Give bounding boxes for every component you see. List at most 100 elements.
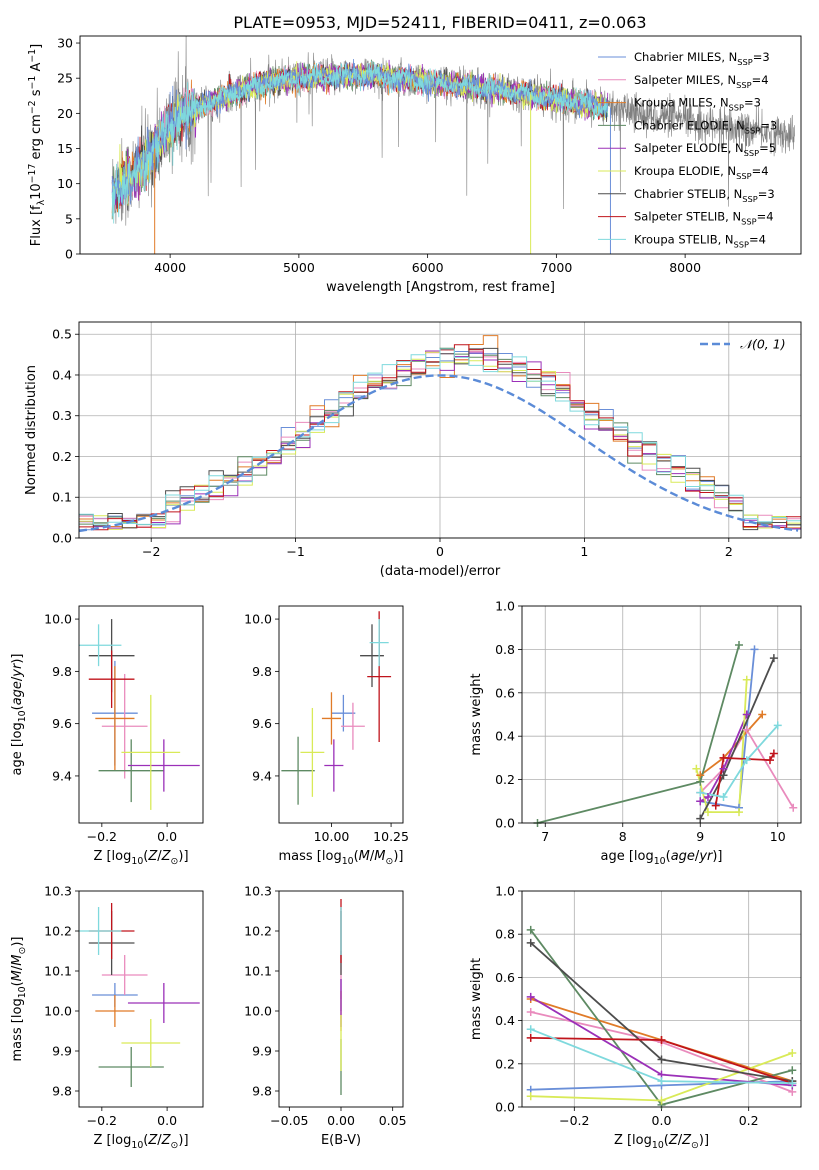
mass_vs_ebv-xtick-label: −0.05 <box>270 1113 308 1128</box>
weight_vs_Z-marker-3-0 <box>526 925 535 934</box>
age_vs_Z-ylabel-part: age <box>10 681 25 705</box>
weight_vs_age-xlabel-part: )] <box>712 849 722 864</box>
mass_vs_Z-xlabel-part: Z <box>161 1133 172 1148</box>
residuals-ytick-label: 0.3 <box>52 408 72 423</box>
age_vs_Z-xlabel-part: Z <box>147 849 158 864</box>
residuals-frame <box>78 321 802 539</box>
spectrum-frame <box>79 35 802 255</box>
weight_vs_age-marker-5-0 <box>692 764 701 773</box>
spectrum-ytick-label: 10 <box>57 176 73 191</box>
spectrum-xtick-label: 4000 <box>154 260 186 275</box>
legend-entry-6-part: SSP <box>742 194 757 204</box>
weight_vs_age-marker-3-2 <box>735 641 743 650</box>
age_vs_mass-xlabel: mass [log10​(M/M⊙​)] <box>279 849 404 867</box>
spectrum-xtick-label: 7000 <box>540 260 572 275</box>
weight_vs_age-xlabel-part: age <box>671 849 695 864</box>
age_vs_Z-xlabel-part: / <box>157 849 162 864</box>
weight_vs_Z-xlabel-part: )] <box>699 1133 709 1148</box>
weight_vs_age-series-line-8 <box>700 724 779 798</box>
weight_vs_Z-xlabel-part: ⊙ <box>691 1140 699 1151</box>
weight_vs_Z-ylabel-part: mass weight <box>469 958 484 1040</box>
normal-curve-line <box>79 374 799 533</box>
legend-entry-7: Salpeter STELIB, NSSP​=4 <box>634 210 774 227</box>
age_vs_mass-ytick-label: 9.8 <box>252 664 272 679</box>
legend-entry-0: Chabrier MILES, NSSP​=3 <box>634 50 770 67</box>
legend-entry-0-part: Chabrier MILES, N <box>634 50 737 64</box>
legend-entry-8-part: SSP <box>734 239 749 249</box>
weight_vs_Z-xlabel-part: Z <box>681 1133 692 1148</box>
residuals-xtick-label: −2 <box>142 544 160 559</box>
weight_vs_age-ylabel-part: mass weight <box>469 673 484 755</box>
legend-entry-2-part: =3 <box>744 96 761 110</box>
residuals-xtick-label: 1 <box>580 544 588 559</box>
mass_vs_Z-ytick-label: 10.3 <box>44 884 72 899</box>
legend-entry-3-part: SSP <box>745 125 760 135</box>
weight_vs_age-xtick-label: 7 <box>541 829 549 844</box>
weight_vs_age-xlabel-part: age [log <box>600 849 653 864</box>
weight_vs_Z-xlabel-part: ( <box>664 1133 669 1148</box>
weight_vs_age-marker-4-0 <box>696 797 705 806</box>
spectrum-ytick-label: 25 <box>57 71 73 86</box>
spectrum-ytick-label: 20 <box>57 106 73 121</box>
weight_vs_Z-xlabel-part: / <box>678 1133 683 1148</box>
legend-entry-4-part: Salpeter ELODIE, N <box>634 141 744 155</box>
age_vs_Z-xlabel-part: Z [log <box>93 849 131 864</box>
weight_vs_age-xlabel-part: yr <box>698 849 714 864</box>
mass_vs_Z-ylabel-part: ⊙ <box>17 947 28 955</box>
age_vs_Z-ylabel: age [log10​(age/yr)] <box>10 653 28 775</box>
mass_vs_Z-ylabel-part: mass [log <box>10 998 25 1061</box>
weight_vs_Z-marker-8-2 <box>788 1079 797 1088</box>
mass_vs_Z-ylabel-part: ( <box>10 981 25 986</box>
weight_vs_age-xlabel-part: 10 <box>654 856 666 867</box>
mass_vs_Z-ytick-label: 10.0 <box>44 1004 72 1019</box>
weight_vs_Z-marker-4-0 <box>526 992 535 1001</box>
spectrum-ylabel-part: −1 <box>27 76 38 90</box>
weight_vs_age-marker-5-3 <box>742 675 751 684</box>
weight_vs_age-marker-5-1 <box>704 808 712 817</box>
age_vs_mass-xlabel-part: )] <box>393 849 403 864</box>
legend-entry-6-part: Chabrier STELIB, N <box>634 187 742 201</box>
weight_vs_Z-ytick-label: 0.4 <box>495 1013 515 1028</box>
residual-hist-8 <box>79 348 801 527</box>
mass_vs_ebv-axes: −0.05 0.00 0.05 9.8 9.9 10.0 10.1 10.2 10.3 E(B-V… <box>244 884 406 1149</box>
weight_vs_age-marker-8-3 <box>773 721 782 730</box>
weight_vs_age-ytick-label: 0.6 <box>495 685 515 700</box>
residuals-ytick-label: 0.5 <box>52 327 72 342</box>
weight_vs_Z-ytick-label: 0.8 <box>495 927 515 942</box>
weight_vs_Z-marker-6-0 <box>526 938 535 947</box>
mass_vs_ebv-ytick-label: 9.8 <box>252 1084 272 1099</box>
spectrum-plot-area <box>111 36 795 254</box>
weight_vs_age-xlabel-part: / <box>695 849 700 864</box>
weight_vs_Z-xlabel-part: Z [log <box>614 1133 652 1148</box>
mass_vs_ebv-ytick-label: 10.0 <box>244 1004 272 1019</box>
age_vs_mass-xlabel-part: 10 <box>342 856 354 867</box>
spectrum-ytick-label: 5 <box>65 211 73 226</box>
mass_vs_ebv-xlabel-part: E(B-V) <box>321 1133 361 1148</box>
weight_vs_age-marker-0-2 <box>750 645 759 654</box>
weight_vs_Z-marker-7-0 <box>526 1033 535 1042</box>
mass_vs_Z-ylabel-part: )] <box>10 937 25 947</box>
weight_vs_age-marker-6-0 <box>696 814 705 823</box>
spectrum-ylabel-part: erg cm <box>29 114 44 163</box>
spectrum-ylabel-part: ] <box>29 44 44 49</box>
legend-entry-8-part: =4 <box>749 232 766 246</box>
weight_vs_age-xtick-label: 10 <box>770 829 786 844</box>
age_vs_Z-xlabel-part: Z <box>161 849 172 864</box>
spectrum-ytick-label: 0 <box>65 247 73 262</box>
spectrum-legend: Chabrier MILES, NSSP​=3 Salpeter MILES, N… <box>598 50 777 249</box>
weight_vs_Z-ytick-label: 0.0 <box>495 1100 515 1115</box>
weight_vs_age-ytick-label: 1.0 <box>495 599 515 614</box>
weight_vs_Z-ytick-label: 1.0 <box>495 884 515 899</box>
mass_vs_ebv-frame <box>278 890 404 1108</box>
age_vs_Z-xtick-label: 0.0 <box>157 829 177 844</box>
residuals-ytick-label: 0.4 <box>52 367 72 382</box>
legend-entry-5-part: =4 <box>752 164 769 178</box>
weight_vs_age-ytick-label: 0.0 <box>495 816 515 831</box>
spectrum-axes: 4000 5000 6000 7000 8000 0 5 10 15 20 25 30 waveleng… <box>27 35 802 295</box>
age_vs_mass-frame <box>278 605 404 824</box>
spectrum-ylabel-part: A <box>29 63 44 76</box>
mass_vs_Z-ylabel-part: M <box>10 970 25 981</box>
mass_vs_Z-plot-area <box>79 903 200 1087</box>
weight_vs_age-marker-8-1 <box>719 792 728 801</box>
